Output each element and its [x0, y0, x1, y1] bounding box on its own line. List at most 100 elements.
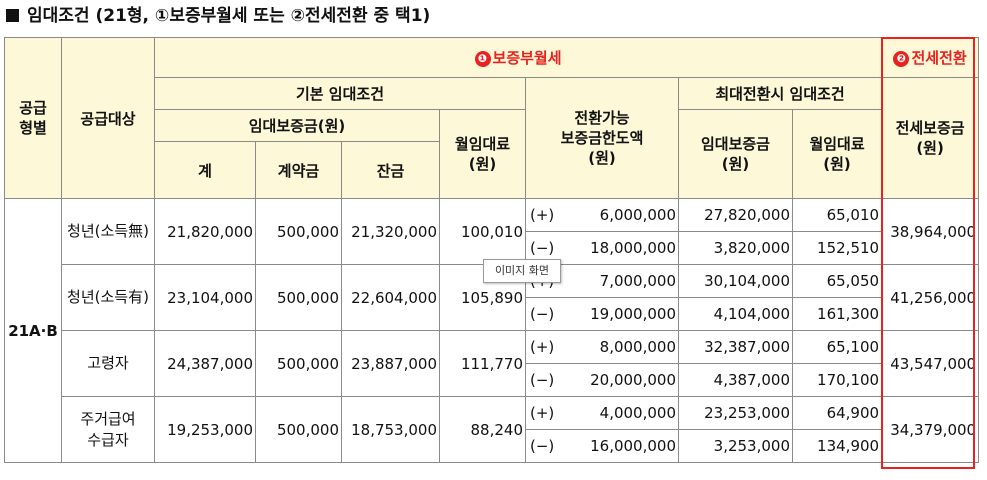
image-screen-tooltip: 이미지 화면	[483, 259, 561, 283]
jeonse-cell: 43,547,000	[881, 330, 980, 397]
max-deposit-cell: 4,387,000	[678, 363, 793, 397]
target-cell: 청년(소득有)	[61, 264, 155, 331]
balance-cell: 21,320,000	[341, 198, 440, 265]
rent-header: 월임대료 (원)	[439, 109, 526, 199]
max-conversion-header: 최대전환시 임대조건	[677, 77, 883, 110]
header-line: (원)	[468, 155, 497, 173]
sign-label: (+)	[530, 404, 555, 422]
header-line: (원)	[588, 149, 616, 168]
jeonse-deposit-header: 전세보증금 (원)	[881, 77, 980, 199]
rent-cell: 88,240	[439, 396, 526, 463]
max-deposit-cell: 3,253,000	[678, 429, 793, 463]
total-cell: 21,820,000	[154, 198, 256, 265]
table-row: (−) 20,000,000 4,387,000 170,100	[5, 363, 979, 397]
max-deposit-cell: 3,820,000	[678, 231, 793, 265]
header-line: 월임대료	[454, 134, 511, 153]
conversion-minus-cell: (−) 20,000,000	[525, 363, 679, 397]
contract-cell: 500,000	[255, 198, 342, 265]
header-line: 임대보증금	[700, 134, 770, 153]
max-rent-cell: 170,100	[791, 363, 883, 397]
sign-label: (−)	[530, 239, 555, 257]
target-cell: 고령자	[61, 330, 155, 397]
max-deposit-header: 임대보증금 (원)	[678, 109, 793, 199]
supply-type-header: 공급 형별	[4, 37, 62, 199]
number-1-icon: ❶	[474, 51, 491, 67]
conversion-minus: (−) 19,000,000	[527, 305, 678, 323]
header-line: 보증금한도액	[560, 128, 644, 147]
header-line: (원)	[916, 139, 944, 157]
sign-label: (−)	[530, 305, 555, 323]
target-cell: 주거급여 수급자	[61, 396, 155, 463]
contract-cell: 500,000	[255, 396, 342, 463]
table-row: (−) 16,000,000 3,253,000 134,900	[5, 429, 979, 463]
target-line: 청년(소득有)	[67, 288, 149, 307]
jeonse-cell: 41,256,000	[881, 264, 980, 331]
header-line: 전환가능	[574, 108, 630, 127]
conversion-minus: (−) 18,000,000	[527, 239, 678, 257]
total-cell: 23,104,000	[154, 264, 256, 331]
conversion-plus-cell: (+) 4,000,000	[525, 396, 679, 430]
balance-cell: 22,604,000	[341, 264, 440, 331]
amount-value: 8,000,000	[599, 338, 676, 356]
amount-value: 6,000,000	[599, 206, 676, 224]
conversion-plus: (+) 6,000,000	[527, 206, 678, 224]
max-rent-cell: 65,050	[791, 264, 883, 298]
total-cell: 24,387,000	[154, 330, 256, 397]
conversion-plus: (+) 4,000,000	[527, 404, 678, 422]
amount-value: 20,000,000	[590, 371, 676, 389]
rent-conditions-table: 공급 형별 공급대상 ❶ 보증부월세 ❷ 전세전환 기본 임대조건 전환가능 보증금…	[4, 37, 980, 463]
target-line: 고령자	[87, 354, 129, 373]
conversion-minus-cell: (−) 16,000,000	[525, 429, 679, 463]
header-line: (원)	[721, 155, 750, 173]
section-title: 임대조건 (21형, ①보증부월세 또는 ②전세전환 중 택1)	[6, 2, 430, 30]
conversion-minus: (−) 20,000,000	[527, 371, 678, 389]
max-rent-cell: 65,010	[791, 198, 883, 232]
rent-cell: 105,890	[439, 264, 526, 331]
contract-cell: 500,000	[255, 264, 342, 331]
amount-value: 7,000,000	[599, 272, 676, 290]
amount-value: 19,000,000	[590, 305, 676, 323]
balance-cell: 23,887,000	[341, 330, 440, 397]
max-deposit-cell: 32,387,000	[678, 330, 793, 364]
option1-header: ❶ 보증부월세	[153, 37, 883, 78]
header-line: 공급	[19, 98, 47, 117]
sign-label: (+)	[530, 338, 555, 356]
max-rent-cell: 65,100	[791, 330, 883, 364]
option1-label: 보증부월세	[492, 49, 562, 67]
total-cell: 19,253,000	[154, 396, 256, 463]
rent-cell: 100,010	[439, 198, 526, 265]
table-row: 21A·B 청년(소득無) 21,820,000 500,000 21,320,000 1…	[4, 198, 980, 463]
header-line: (원)	[823, 155, 851, 173]
max-deposit-cell: 23,253,000	[678, 396, 793, 430]
number-2-icon: ❷	[893, 51, 910, 67]
table-row: 고령자 24,387,000 500,000 23,887,000 111,770 (+)…	[5, 330, 980, 397]
target-header: 공급대상	[61, 37, 155, 199]
target-line: 수급자	[87, 430, 129, 449]
table-row: 청년(소득有) 23,104,000 500,000 22,604,000 105,89…	[5, 264, 980, 331]
conversion-plus: (+) 8,000,000	[527, 338, 678, 356]
section-title-text: 임대조건 (21형, ①보증부월세 또는 ②전세전환 중 택1)	[27, 6, 431, 26]
table-row: (−) 19,000,000 4,104,000 161,300	[5, 297, 979, 331]
type-cell: 21A·B	[4, 198, 62, 463]
contract-header: 계약금	[255, 141, 342, 199]
conversion-minus-cell: (−) 19,000,000	[525, 297, 679, 331]
target-cell: 청년(소득無)	[61, 198, 155, 265]
max-deposit-cell: 27,820,000	[678, 198, 793, 232]
jeonse-cell: 38,964,000	[881, 198, 980, 265]
conversion-plus-cell: (+) 8,000,000	[525, 330, 679, 364]
amount-value: 16,000,000	[590, 437, 676, 455]
max-rent-cell: 161,300	[791, 297, 883, 331]
max-rent-header: 월임대료 (원)	[791, 109, 883, 199]
max-deposit-cell: 30,104,000	[678, 264, 793, 298]
option2-header: ❷ 전세전환	[881, 37, 980, 78]
header-line: 전세보증금	[895, 118, 965, 137]
option2-label: 전세전환	[911, 49, 967, 67]
amount-value: 4,000,000	[599, 404, 676, 422]
table-row: 주거급여 수급자 19,253,000 500,000 18,753,000 88,240…	[5, 396, 980, 463]
header-line: 월임대료	[809, 134, 865, 153]
max-rent-cell: 152,510	[791, 231, 883, 265]
conversion-plus-cell: (+) 6,000,000	[525, 198, 679, 232]
sign-label: (+)	[530, 206, 555, 224]
max-rent-cell: 64,900	[791, 396, 883, 430]
contract-cell: 500,000	[255, 330, 342, 397]
